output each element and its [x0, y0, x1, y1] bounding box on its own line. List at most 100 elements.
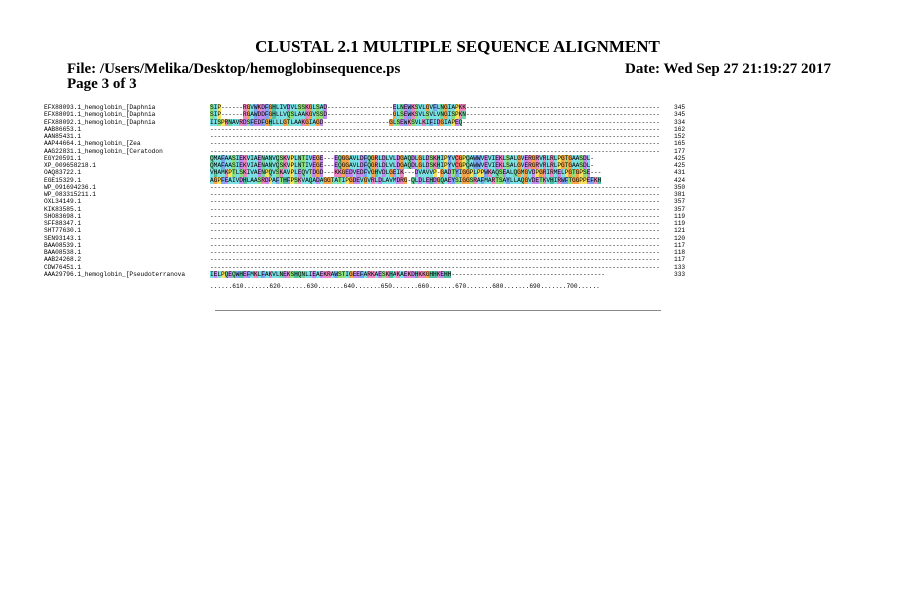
sequence-name: EGY20591.1: [44, 154, 82, 162]
sequence-end-position: 120: [674, 234, 686, 242]
alignment-row: OXL34149.1 ------------------------------…: [44, 198, 724, 205]
alignment-row: BAA08539.1 ------------------------------…: [44, 242, 724, 249]
sequence-end-position: 350: [674, 183, 686, 191]
alignment-row: AAB86653.1 ------------------------------…: [44, 126, 724, 133]
sequence-residues: ----------------------------------------…: [210, 140, 660, 148]
sequence-residues: AGPFEAIVDHLAASRDPAFTHFPSKVAQADAGGTATIPGD…: [210, 176, 602, 184]
sequence-residues: ----------------------------------------…: [210, 147, 660, 155]
sequence-end-position: 119: [674, 212, 686, 220]
sequence-name: AAP44664.1_hemoglobin_[Zea: [44, 140, 141, 148]
sequence-residues: ----------------------------------------…: [210, 125, 660, 133]
sequence-name: AAN85431.1: [44, 133, 82, 140]
alignment-row: AAN85431.1 ------------------------------…: [44, 133, 724, 140]
alignment-block: EFX88093.1_hemoglobin_[Daphnia SIP------R…: [44, 104, 724, 278]
alignment-row: SFF88347.1 ------------------------------…: [44, 220, 724, 227]
sequence-residues: VHAMKPTLSKIVAENPQVSKAVPLEQVTDGD---KKGEDV…: [210, 169, 602, 177]
alignment-row: SHO83698.1 ------------------------------…: [44, 213, 724, 220]
sequence-residues: ----------------------------------------…: [210, 234, 660, 242]
sequence-residues: ----------------------------------------…: [210, 241, 660, 249]
document-title: CLUSTAL 2.1 MULTIPLE SEQUENCE ALIGNMENT: [255, 37, 660, 56]
alignment-row: CDW76451.1 ------------------------------…: [44, 264, 724, 271]
alignment-row: OAQ83722.1 VHAMKPTLSKIVAENPQVSKAVPLEQVTDG…: [44, 169, 724, 177]
sequence-end-position: 118: [674, 249, 686, 256]
alignment-row: WP_083315211.1 --------------------------…: [44, 191, 724, 198]
alignment-row: EGE15329.1 AGPFEAIVDHLAASRDPAFTHFPSKVAQAD…: [44, 176, 724, 184]
sequence-end-position: 431: [674, 169, 686, 177]
sequence-end-position: 425: [674, 154, 686, 162]
sequence-residues: ----------------------------------------…: [210, 263, 660, 271]
sequence-end-position: 345: [674, 104, 686, 111]
sequence-end-position: 117: [674, 241, 686, 249]
sequence-end-position: 425: [674, 162, 686, 169]
sequence-name: BAA08539.1: [44, 241, 82, 249]
sequence-end-position: 333: [674, 270, 686, 278]
sequence-end-position: 162: [674, 125, 686, 133]
sequence-residues: QMAFAASIEKVIAENANVQSKVPLNTIVEGE---EQGGAV…: [210, 154, 594, 162]
sequence-name: AAG22831.1_hemoglobin_[Ceratodon: [44, 147, 163, 155]
alignment-row: AAA29796.1_hemoglobin_[Pseudoterranova IE…: [44, 270, 724, 278]
sequence-end-position: 345: [674, 111, 686, 119]
sequence-residues: SIP------RGVWKDFGHLIVDVLSSKGLSAD--------…: [210, 104, 660, 112]
sequence-end-position: 121: [674, 227, 686, 235]
sequence-residues: SIP------RGAWDDFGHLLVQSLAAKGVSSD--------…: [210, 111, 660, 119]
sequence-residues: ----------------------------------------…: [210, 183, 660, 191]
sequence-name: AAB24268.2: [44, 256, 82, 264]
sequence-name: EFX88092.1_hemoglobin_[Daphnia: [44, 118, 156, 126]
sequence-end-position: 177: [674, 147, 686, 155]
sequence-residues: ----------------------------------------…: [210, 205, 660, 213]
sequence-end-position: 334: [674, 118, 686, 126]
sequence-name: AAA29796.1_hemoglobin_[Pseudoterranova: [44, 270, 186, 278]
alignment-row: AAG22831.1_hemoglobin_[Ceratodon --------…: [44, 148, 724, 155]
alignment-row: EFX88091.1_hemoglobin_[Daphnia SIP------R…: [44, 111, 724, 119]
sequence-end-position: 424: [674, 176, 686, 184]
sequence-name: SHT77630.1: [44, 227, 82, 235]
alignment-row: AAB24268.2 ------------------------------…: [44, 256, 724, 263]
alignment-row: KIK83585.1 ------------------------------…: [44, 206, 724, 213]
sequence-end-position: 357: [674, 205, 686, 213]
alignment-row: AAP44664.1_hemoglobin_[Zea --------------…: [44, 140, 724, 147]
sequence-residues: ----------------------------------------…: [210, 191, 660, 198]
sequence-end-position: 152: [674, 133, 686, 140]
alignment-row: BAA08538.1 ------------------------------…: [44, 249, 724, 256]
alignment-row: SEN93143.1 ------------------------------…: [44, 235, 724, 242]
sequence-residues: ----------------------------------------…: [210, 249, 660, 256]
sequence-name: KIK83585.1: [44, 205, 82, 213]
sequence-name: WP_083315211.1: [44, 191, 96, 198]
sequence-name: EFX88091.1_hemoglobin_[Daphnia: [44, 111, 156, 119]
sequence-name: AAB86653.1: [44, 125, 82, 133]
page-number: Page 3 of 3: [67, 76, 137, 92]
sequence-name: SHO83698.1: [44, 212, 82, 220]
print-date: Date: Wed Sep 27 21:19:27 2017: [625, 61, 831, 77]
sequence-end-position: 165: [674, 140, 686, 148]
sequence-name: WP_091694236.1: [44, 183, 96, 191]
sequence-residues: ----------------------------------------…: [210, 256, 660, 264]
sequence-name: EFX88093.1_hemoglobin_[Daphnia: [44, 104, 156, 111]
sequence-end-position: 119: [674, 220, 686, 227]
sequence-name: EGE15329.1: [44, 176, 82, 184]
sequence-residues: ----------------------------------------…: [210, 227, 660, 235]
footer-divider: [215, 310, 661, 311]
sequence-residues: ----------------------------------------…: [210, 133, 660, 140]
sequence-name: SEN93143.1: [44, 234, 82, 242]
sequence-end-position: 357: [674, 198, 686, 206]
sequence-end-position: 133: [674, 263, 686, 271]
sequence-name: SFF88347.1: [44, 220, 82, 227]
sequence-name: OXL34149.1: [44, 198, 82, 206]
alignment-row: XP_009658218.1 QMAFAASIEKVIAENANVQSKVPLNT…: [44, 162, 724, 170]
sequence-residues: IELPQEQWHEFMKLFAKVLNEKSHQNLIEAEKRAWSTIGE…: [210, 270, 605, 278]
sequence-residues: IISPRNAVRDSFEDFGHLLLGTLAAKGIAGD---------…: [210, 118, 660, 126]
sequence-residues: QMAFAASIEKVIAENANVQSKVPLNTIVEGE---EQGGAV…: [210, 162, 594, 170]
sequence-name: XP_009658218.1: [44, 162, 96, 169]
file-path: File: /Users/Melika/Desktop/hemoglobinse…: [67, 61, 401, 77]
sequence-name: CDW76451.1: [44, 263, 82, 271]
sequence-end-position: 381: [674, 191, 686, 198]
sequence-name: OAQ83722.1: [44, 169, 82, 177]
sequence-residues: ----------------------------------------…: [210, 212, 660, 220]
alignment-row: EGY20591.1 QMAFAASIEKVIAENANVQSKVPLNTIVEG…: [44, 154, 724, 162]
alignment-row: EFX88092.1_hemoglobin_[Daphnia IISPRNAVRD…: [44, 118, 724, 126]
sequence-residues: ----------------------------------------…: [210, 220, 660, 227]
sequence-end-position: 117: [674, 256, 686, 264]
alignment-row: WP_091694236.1 --------------------------…: [44, 184, 724, 191]
alignment-row: EFX88093.1_hemoglobin_[Daphnia SIP------R…: [44, 104, 724, 112]
position-ruler: ......610.......620.......630.......640.…: [210, 283, 600, 290]
